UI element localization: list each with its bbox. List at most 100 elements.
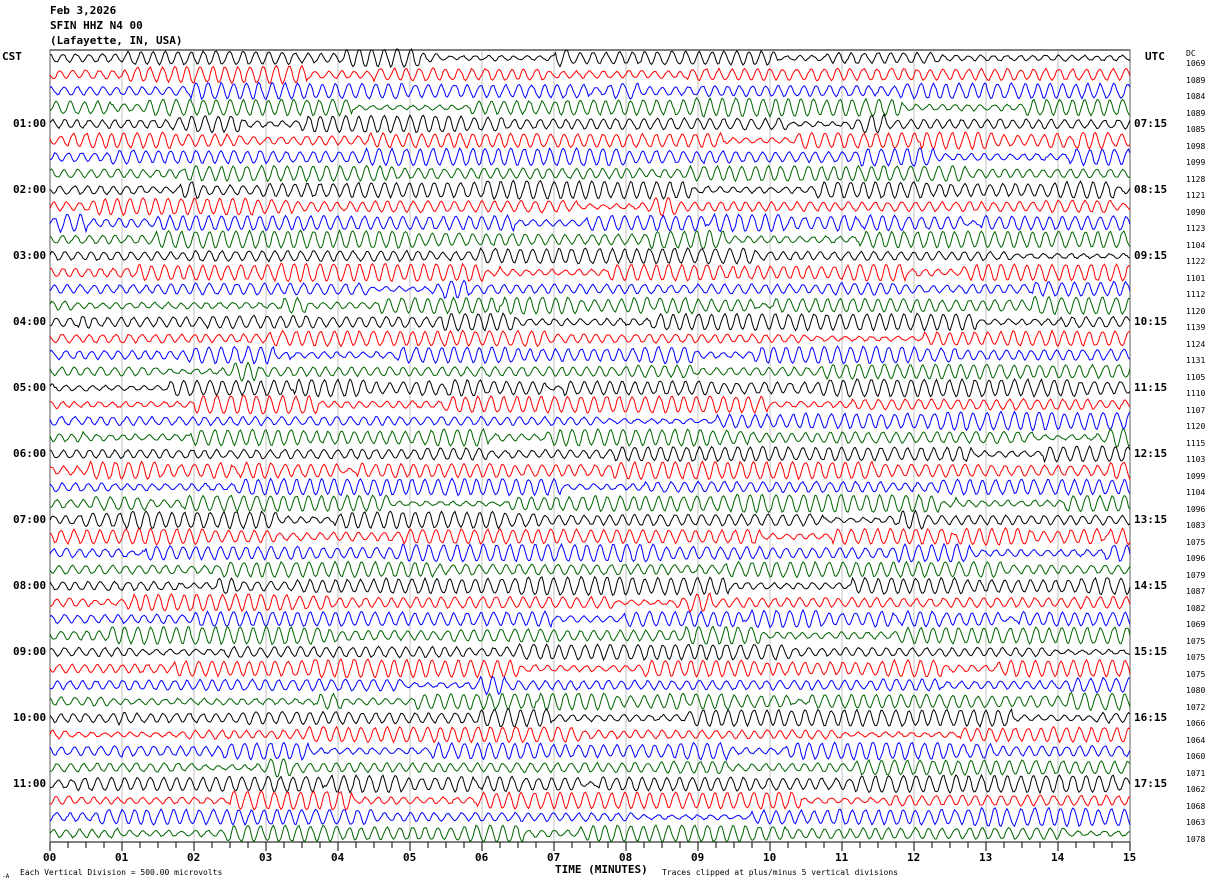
trace-36 xyxy=(49,643,1131,662)
right-hour-label: 12:15 xyxy=(1134,447,1168,460)
trace-30 xyxy=(49,542,1131,564)
dc-offset: 1128 xyxy=(1186,174,1206,184)
dc-offset: 1075 xyxy=(1186,669,1206,679)
trace-21 xyxy=(49,394,1131,415)
trace-25 xyxy=(49,460,1131,481)
dc-offset: 1087 xyxy=(1186,587,1206,596)
trace-15 xyxy=(49,295,1131,316)
dc-offset: 1072 xyxy=(1186,702,1206,712)
dc-offset: 1089 xyxy=(1186,108,1206,118)
trace-16 xyxy=(49,312,1131,332)
trace-42 xyxy=(49,741,1131,762)
trace-26 xyxy=(49,477,1131,497)
dc-offset: 1075 xyxy=(1186,653,1206,662)
right-hour-label: 11:15 xyxy=(1134,381,1168,394)
dc-offset: 1082 xyxy=(1186,603,1206,613)
scale-note: Each Vertical Division = 500.00 microvol… xyxy=(20,868,223,877)
left-hour-label: 05:00 xyxy=(13,381,47,394)
dc-offset: 1083 xyxy=(1186,521,1206,530)
dc-offset: 1103 xyxy=(1186,455,1206,464)
station-label: SFIN HHZ N4 00 xyxy=(50,19,143,32)
trace-41 xyxy=(49,725,1131,744)
trace-29 xyxy=(49,526,1131,547)
trace-18 xyxy=(49,345,1131,365)
dc-offset: 1131 xyxy=(1186,356,1206,365)
clip-note: Traces clipped at plus/minus 5 vertical … xyxy=(662,868,899,877)
dc-offset: 1078 xyxy=(1186,834,1206,844)
trace-20 xyxy=(49,377,1131,398)
corner-mark: -A xyxy=(2,873,10,880)
dc-offset: 1096 xyxy=(1186,554,1206,563)
trace-37 xyxy=(49,658,1131,679)
dc-offset: 1123 xyxy=(1186,224,1206,233)
trace-45 xyxy=(49,790,1131,811)
dc-offset: 1060 xyxy=(1186,752,1206,761)
x-tick-label: 07 xyxy=(547,851,561,864)
trace-43 xyxy=(49,758,1131,778)
trace-39 xyxy=(49,691,1131,712)
dc-offset: 1068 xyxy=(1186,801,1206,811)
trace-22 xyxy=(49,410,1131,432)
trace-14 xyxy=(49,279,1131,300)
x-tick-label: 14 xyxy=(1051,851,1065,864)
dc-offset: 1066 xyxy=(1186,719,1206,728)
dc-offset: 1099 xyxy=(1186,471,1206,481)
trace-19 xyxy=(49,361,1131,382)
dc-offset: 1084 xyxy=(1186,92,1206,101)
right-hour-label: 17:15 xyxy=(1134,777,1168,790)
x-tick-label: 03 xyxy=(259,851,273,864)
right-hour-label: 09:15 xyxy=(1134,249,1168,262)
dc-offset: 1124 xyxy=(1186,339,1206,349)
trace-10 xyxy=(49,212,1131,234)
left-hour-label: 07:00 xyxy=(13,513,47,526)
dc-offset: 1062 xyxy=(1186,785,1206,794)
left-hour-label: 03:00 xyxy=(13,249,47,262)
x-tick-label: 05 xyxy=(403,851,417,864)
trace-28 xyxy=(49,509,1131,530)
trace-46 xyxy=(49,806,1131,828)
left-axis-label: CST xyxy=(2,50,22,63)
trace-0 xyxy=(50,48,1131,68)
right-hour-label: 07:15 xyxy=(1134,117,1168,130)
dc-offset: 1104 xyxy=(1186,240,1206,250)
dc-offset: 1090 xyxy=(1186,207,1206,217)
dc-offset: 1099 xyxy=(1186,158,1206,167)
trace-1 xyxy=(49,64,1131,85)
x-tick-label: 00 xyxy=(43,851,57,864)
dc-label: DC xyxy=(1186,49,1196,58)
dc-offset: 1069 xyxy=(1186,59,1206,68)
dc-offset: 1071 xyxy=(1186,768,1206,778)
dc-offset: 1105 xyxy=(1186,372,1206,382)
trace-34 xyxy=(49,608,1131,629)
right-hour-label: 10:15 xyxy=(1134,315,1168,328)
trace-13 xyxy=(49,262,1131,283)
trace-31 xyxy=(49,560,1131,579)
x-tick-label: 13 xyxy=(979,851,993,864)
trace-8 xyxy=(49,179,1131,201)
x-tick-label: 15 xyxy=(1123,851,1137,864)
trace-5 xyxy=(49,131,1131,151)
dc-offset: 1096 xyxy=(1186,504,1206,514)
x-tick-label: 09 xyxy=(691,851,705,864)
trace-11 xyxy=(49,229,1131,250)
dc-offset: 1104 xyxy=(1186,488,1206,497)
date-label: Feb 3,2026 xyxy=(50,4,117,17)
left-hour-label: 04:00 xyxy=(13,315,47,328)
trace-27 xyxy=(49,493,1131,514)
trace-17 xyxy=(49,329,1131,348)
dc-offset: 1098 xyxy=(1186,141,1206,151)
x-tick-label: 12 xyxy=(907,851,921,864)
right-axis-label: UTC xyxy=(1145,50,1165,63)
left-hour-label: 08:00 xyxy=(13,579,47,592)
x-tick-label: 04 xyxy=(331,851,345,864)
dc-offset: 1080 xyxy=(1186,686,1206,695)
dc-offset: 1112 xyxy=(1186,290,1206,299)
x-tick-label: 01 xyxy=(115,851,129,864)
dc-offset: 1075 xyxy=(1186,537,1206,547)
left-hour-label: 02:00 xyxy=(13,183,47,196)
left-hour-label: 10:00 xyxy=(13,711,47,724)
trace-23 xyxy=(49,427,1131,448)
trace-4 xyxy=(49,113,1131,134)
